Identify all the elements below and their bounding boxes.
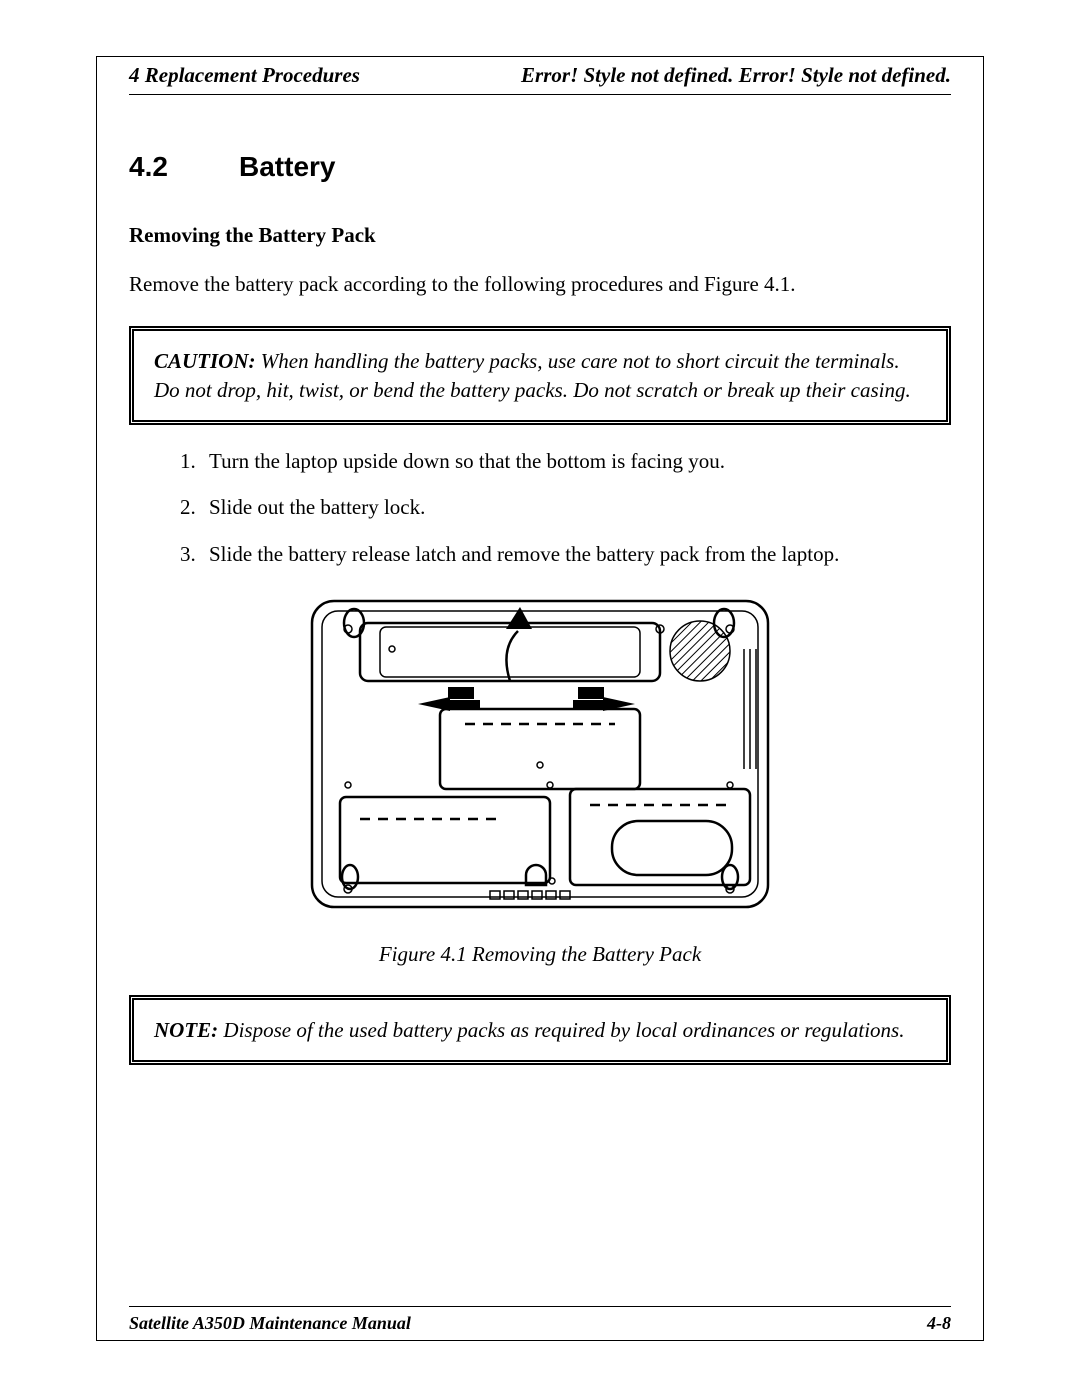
section-number: 4.2: [129, 151, 239, 183]
steps-list: Turn the laptop upside down so that the …: [129, 447, 951, 568]
section-title: Battery: [239, 151, 335, 183]
step-item: Slide out the battery lock.: [201, 493, 951, 521]
figure-caption: Figure 4.1 Removing the Battery Pack: [129, 942, 951, 967]
caution-label: CAUTION:: [154, 349, 256, 373]
running-header: 4 Replacement Procedures Error! Style no…: [129, 57, 951, 95]
step-item: Turn the laptop upside down so that the …: [201, 447, 951, 475]
section-heading: 4.2 Battery: [129, 151, 951, 183]
step-item: Slide the battery release latch and remo…: [201, 540, 951, 568]
caution-box: CAUTION: When handling the battery packs…: [129, 326, 951, 425]
note-label: NOTE:: [154, 1018, 218, 1042]
footer-right: 4-8: [927, 1313, 951, 1334]
note-text: Dispose of the used battery packs as req…: [223, 1018, 904, 1042]
intro-paragraph: Remove the battery pack according to the…: [129, 270, 951, 298]
footer-left: Satellite A350D Maintenance Manual: [129, 1313, 411, 1334]
figure: Figure 4.1 Removing the Battery Pack: [129, 589, 951, 967]
running-footer: Satellite A350D Maintenance Manual 4-8: [129, 1306, 951, 1334]
subheading: Removing the Battery Pack: [129, 223, 951, 248]
page-frame: 4 Replacement Procedures Error! Style no…: [96, 56, 984, 1341]
note-box: NOTE: Dispose of the used battery packs …: [129, 995, 951, 1065]
laptop-bottom-diagram: [300, 589, 780, 919]
caution-text: When handling the battery packs, use car…: [154, 349, 911, 401]
header-right: Error! Style not defined. Error! Style n…: [521, 63, 951, 88]
header-left: 4 Replacement Procedures: [129, 63, 360, 88]
